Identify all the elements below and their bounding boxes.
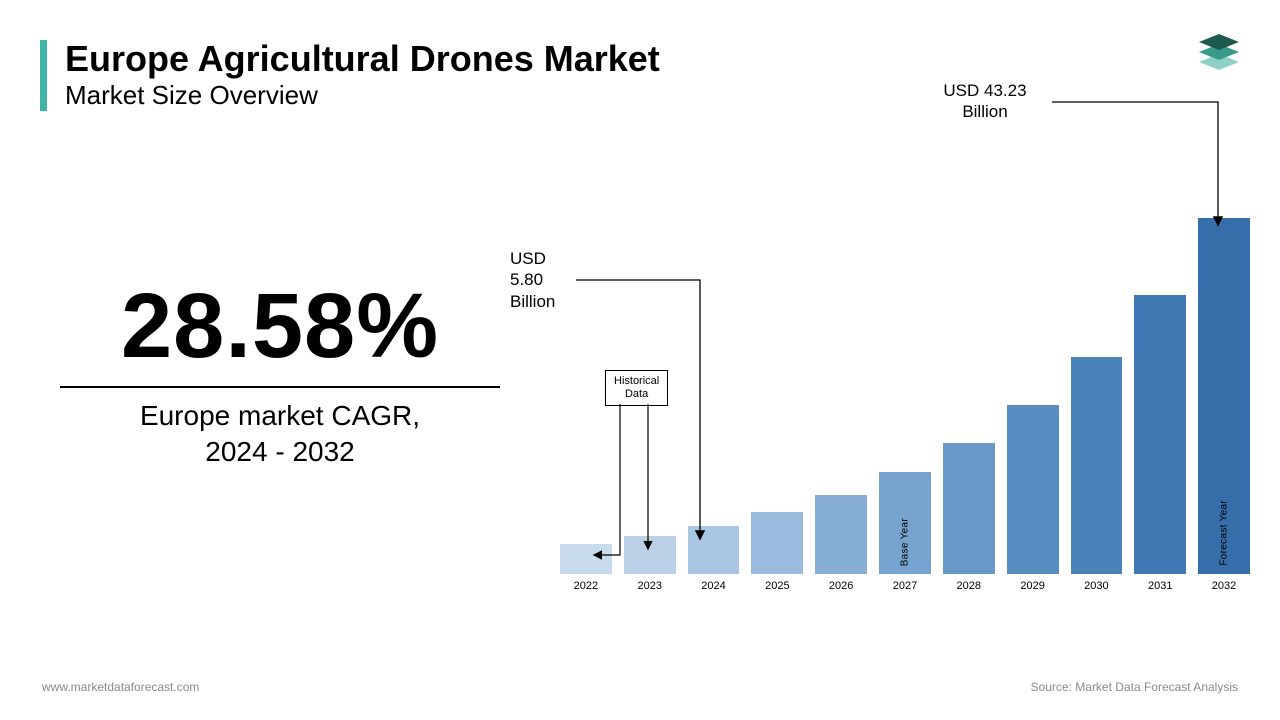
footer-url: www.marketdataforecast.com — [42, 680, 199, 694]
cagr-block: 28.58% Europe market CAGR, 2024 - 2032 — [60, 280, 500, 471]
cagr-divider — [60, 386, 500, 388]
title-block: Europe Agricultural Drones Market Market… — [40, 40, 660, 111]
bar-col-2024: 2024 — [688, 526, 740, 592]
bar-2022 — [560, 544, 612, 574]
bar-year-2022: 2022 — [574, 580, 598, 592]
bar-col-2026: 2026 — [815, 495, 867, 592]
page-subtitle: Market Size Overview — [65, 80, 660, 111]
bar-col-2025: 2025 — [751, 512, 803, 592]
bar-2025 — [751, 512, 803, 574]
bar-col-2031: 2031 — [1134, 295, 1186, 592]
bar-year-2027: 2027 — [893, 580, 917, 592]
market-size-bar-chart: 2022 2023 2024 2025 2026 Base Year 2027 2028 202… — [560, 180, 1250, 620]
bar-col-2029: 2029 — [1007, 405, 1059, 592]
bar-inlabel-2027: Base Year — [899, 518, 910, 566]
bar-year-2028: 2028 — [957, 580, 981, 592]
callout-end-line2: Billion — [962, 102, 1007, 121]
bar-year-2025: 2025 — [765, 580, 789, 592]
bar-2029 — [1007, 405, 1059, 574]
bar-year-2031: 2031 — [1148, 580, 1172, 592]
callout-start-line3: Billion — [510, 292, 555, 311]
callout-end-line1: USD 43.23 — [943, 81, 1026, 100]
bar-2032: Forecast Year — [1198, 218, 1250, 574]
bar-col-2027: Base Year 2027 — [879, 472, 931, 592]
page-title: Europe Agricultural Drones Market — [65, 40, 660, 78]
cagr-label-line1: Europe market CAGR, — [140, 400, 420, 431]
bar-2026 — [815, 495, 867, 574]
bar-2023 — [624, 536, 676, 574]
bar-col-2030: 2030 — [1071, 357, 1123, 592]
bar-year-2023: 2023 — [637, 580, 661, 592]
bar-2030 — [1071, 357, 1123, 574]
bar-year-2024: 2024 — [701, 580, 725, 592]
bar-col-2022: 2022 — [560, 544, 612, 592]
bar-2028 — [943, 443, 995, 574]
chart-bars-container: 2022 2023 2024 2025 2026 Base Year 2027 2028 202… — [560, 180, 1250, 592]
footer-source: Source: Market Data Forecast Analysis — [1031, 680, 1238, 694]
bar-2031 — [1134, 295, 1186, 574]
callout-end-value: USD 43.23 Billion — [920, 80, 1050, 123]
bar-inlabel-2032: Forecast Year — [1219, 500, 1230, 566]
bar-col-2028: 2028 — [943, 443, 995, 592]
title-text-group: Europe Agricultural Drones Market Market… — [65, 40, 660, 111]
callout-start-line1: USD — [510, 249, 546, 268]
bar-year-2032: 2032 — [1212, 580, 1236, 592]
bar-year-2029: 2029 — [1020, 580, 1044, 592]
cagr-value: 28.58% — [60, 280, 500, 372]
infographic-page: Europe Agricultural Drones Market Market… — [0, 0, 1280, 720]
cagr-label-line2: 2024 - 2032 — [205, 436, 354, 467]
bar-col-2032: Forecast Year 2032 — [1198, 218, 1250, 592]
bar-year-2030: 2030 — [1084, 580, 1108, 592]
bar-col-2023: 2023 — [624, 536, 676, 592]
bar-2024 — [688, 526, 740, 574]
logo-layer-1 — [1199, 34, 1239, 50]
bar-2027: Base Year — [879, 472, 931, 574]
callout-start-line2: 5.80 — [510, 270, 543, 289]
bar-year-2026: 2026 — [829, 580, 853, 592]
brand-logo-icon — [1192, 24, 1246, 78]
title-accent-bar — [40, 40, 47, 111]
cagr-label: Europe market CAGR, 2024 - 2032 — [60, 398, 500, 471]
